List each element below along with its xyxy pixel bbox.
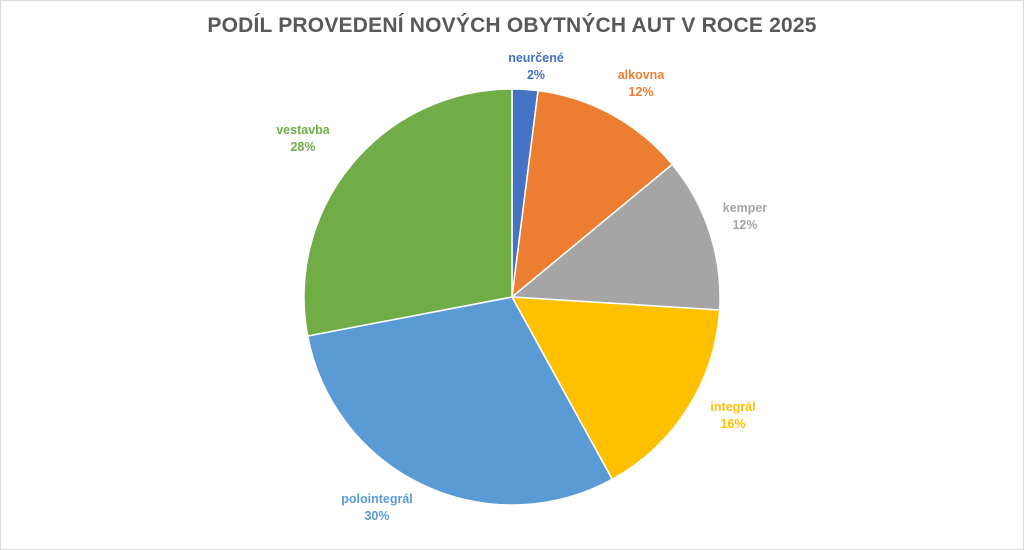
chart-title: PODÍL PROVEDENÍ NOVÝCH OBYTNÝCH AUT V RO… — [207, 14, 817, 37]
data-label-category: neurčené — [508, 51, 564, 65]
data-label-3: integrál 16% — [710, 400, 755, 431]
data-label-0: neurčené 2% — [508, 51, 564, 82]
pie-slice-5 — [303, 88, 513, 337]
data-label-5: vestavba 28% — [276, 123, 331, 154]
data-label-4: polointegrál 30% — [341, 492, 413, 523]
pie-slice-2 — [510, 163, 721, 311]
data-label-category: polointegrál — [341, 492, 413, 506]
pie-slice-3 — [510, 296, 721, 481]
data-label-category: integrál — [710, 400, 755, 414]
data-label-percent: 28% — [290, 140, 315, 154]
pie-slice-1 — [511, 89, 674, 299]
pie-slice-4 — [306, 296, 614, 506]
data-label-category: kemper — [723, 201, 768, 215]
data-label-percent: 12% — [628, 85, 653, 99]
data-label-category: alkovna — [618, 68, 666, 82]
data-label-percent: 12% — [732, 218, 757, 232]
data-label-2: kemper 12% — [723, 201, 768, 232]
data-label-1: alkovna 12% — [618, 68, 666, 99]
data-label-percent: 16% — [720, 417, 745, 431]
data-label-percent: 30% — [364, 509, 389, 523]
data-label-category: vestavba — [276, 123, 331, 137]
data-label-percent: 2% — [527, 68, 545, 82]
